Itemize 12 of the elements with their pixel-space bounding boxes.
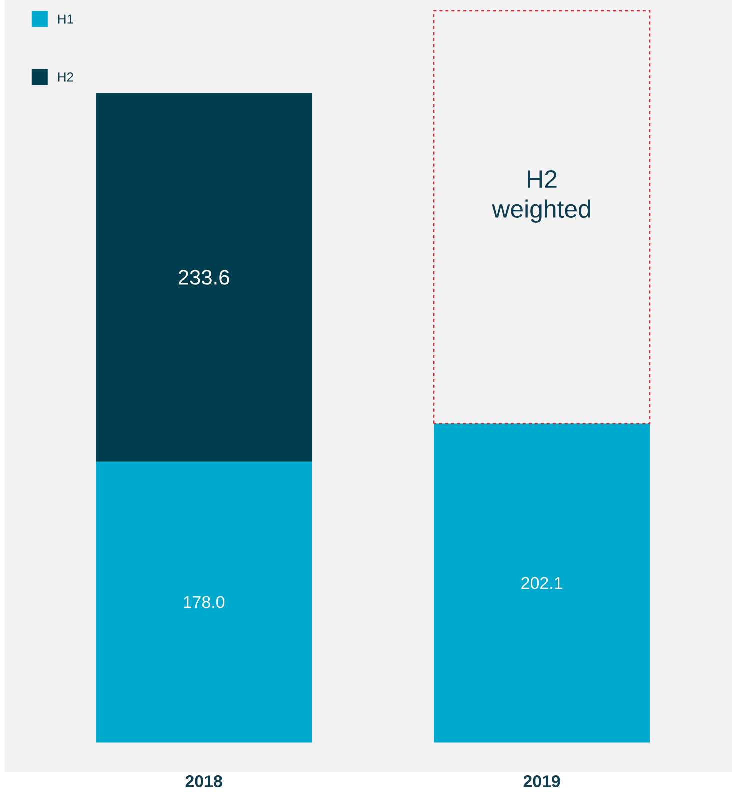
bar <box>433 10 651 424</box>
legend-label: H1 <box>58 14 74 24</box>
data-label: 233.6 <box>178 270 230 285</box>
data-label: 202.1 <box>522 577 562 590</box>
text: H2 weighted <box>492 170 590 223</box>
x-tick-label: 2018 <box>186 776 222 788</box>
bar <box>434 424 650 743</box>
bar <box>96 462 312 743</box>
legend-label: H2 <box>58 72 74 82</box>
bar <box>96 93 312 462</box>
x-tick-label: 2019 <box>524 776 560 788</box>
data-label: 178.0 <box>184 596 225 608</box>
